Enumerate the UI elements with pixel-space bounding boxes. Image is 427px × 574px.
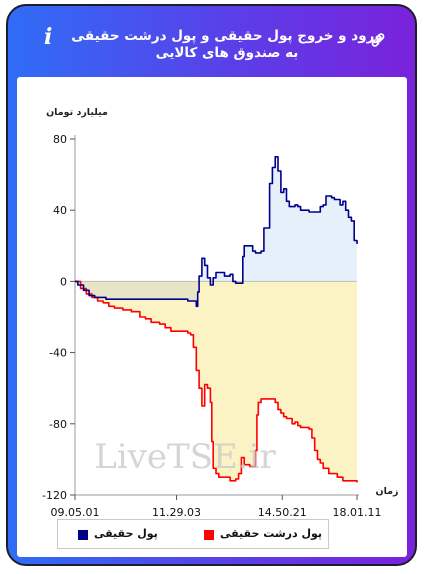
x-tick-label: 14.50.21 — [258, 506, 307, 517]
info-icon[interactable]: i — [44, 24, 53, 50]
x-tick-label: 18.01.11 — [333, 506, 382, 517]
y-tick-label: 40 — [53, 204, 67, 217]
x-axis-label: زمان — [375, 486, 398, 497]
series-line-big-real-money — [75, 280, 358, 483]
y-tick-label: -120 — [42, 489, 67, 502]
chart-card: i ورود و خروج پول حقیقی و پول درشت حقیقی… — [6, 4, 417, 566]
area-fill-real-money-negative — [75, 281, 357, 307]
area-fill-big-real-money — [75, 281, 357, 483]
chart-area-fills — [75, 156, 357, 483]
legend-swatch-big-real-money — [204, 530, 214, 540]
y-tick-label: 80 — [53, 133, 67, 146]
legend-label-real-money[interactable]: پول حقیقی — [94, 527, 158, 540]
legend-label-big-real-money[interactable]: پول درشت حقیقی — [220, 527, 323, 540]
chart-legend: پول حقیقی پول درشت حقیقی — [57, 519, 329, 549]
x-tick-label: 11.29.03 — [152, 506, 201, 517]
chart-svg: 80 40 0 -40 -80 -120 09.05.01 11.29.03 14.50.21 1… — [42, 107, 398, 519]
chart-series-lines — [75, 156, 358, 483]
legend-swatch-real-money — [78, 530, 88, 540]
y-axis-label: میلیارد تومان — [46, 107, 108, 118]
series-line-real-money — [75, 156, 358, 308]
y-tick-label: 0 — [60, 275, 67, 288]
x-tick-label: 09.05.01 — [51, 506, 100, 517]
chart-panel: 80 40 0 -40 -80 -120 09.05.01 11.29.03 14.50.21 1… — [17, 77, 407, 557]
y-tick-label: -80 — [49, 418, 67, 431]
y-tick-label: -40 — [49, 347, 67, 360]
area-fill-real-money-positive — [75, 156, 357, 282]
card-header: i ورود و خروج پول حقیقی و پول درشت حقیقی… — [8, 6, 415, 76]
chart-title: ورود و خروج پول حقیقی و پول درشت حقیقی ب… — [71, 28, 383, 61]
chart-axes: 80 40 0 -40 -80 -120 09.05.01 11.29.03 14.50.21 1… — [42, 133, 382, 519]
link-icon[interactable] — [370, 32, 386, 48]
watermark: LiveTSE.ir — [94, 437, 276, 477]
